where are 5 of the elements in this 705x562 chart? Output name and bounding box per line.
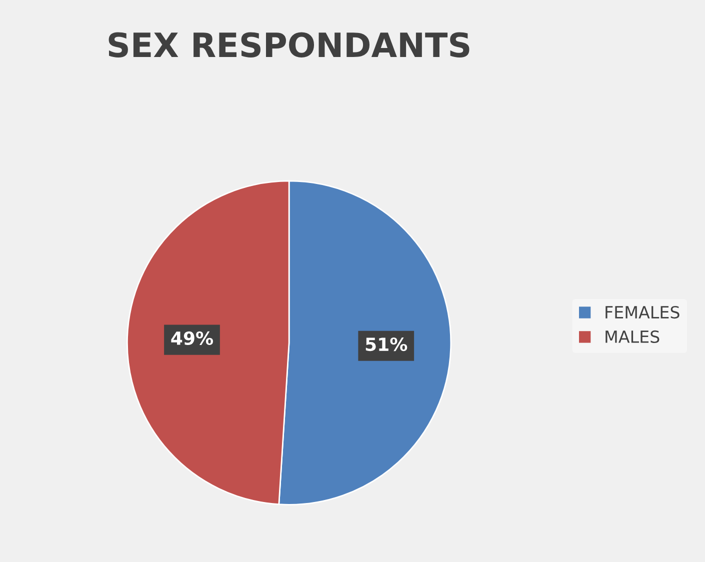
chart-title: SEX RESPONDANTS (108, 32, 470, 58)
legend-label: FEMALES (606, 306, 680, 319)
data-label: 49% (171, 331, 214, 346)
legend-label: MALES (606, 330, 660, 344)
data-label: 51% (366, 337, 408, 352)
